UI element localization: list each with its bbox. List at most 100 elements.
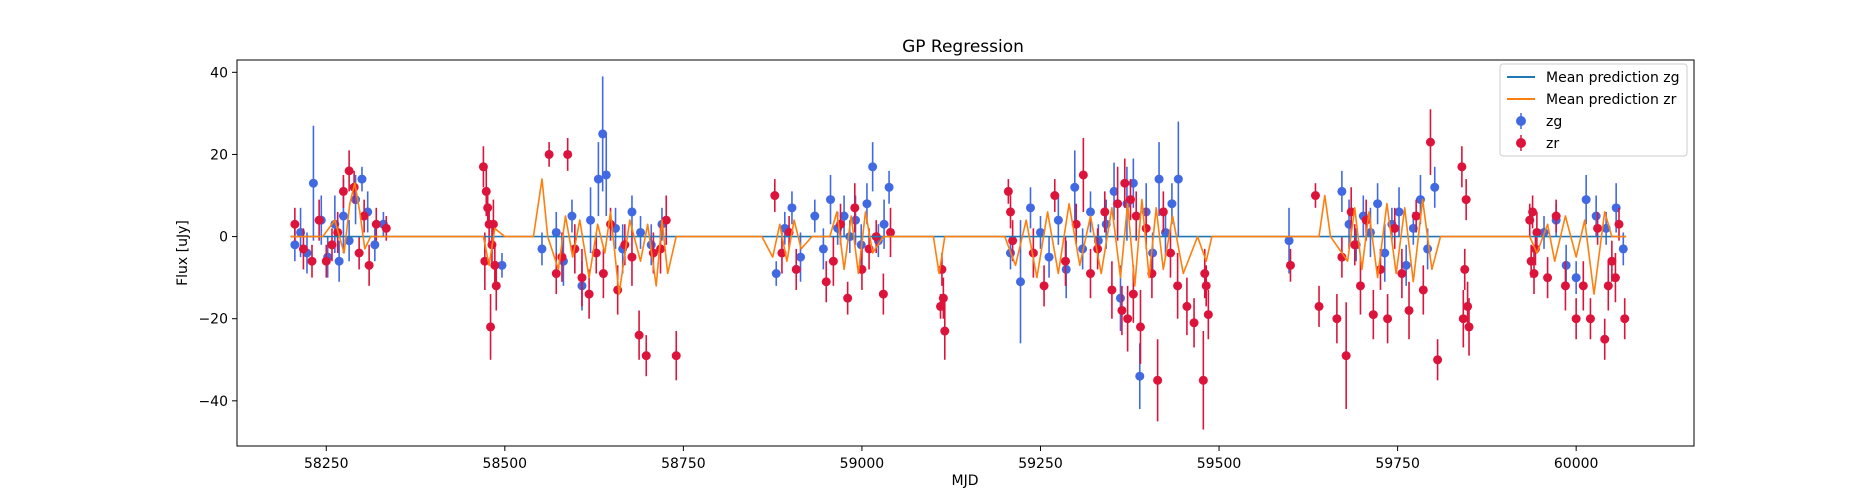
legend-item-zr-mean: Mean prediction zr [1546,92,1677,108]
zr-point [1153,375,1163,385]
zr-point [491,281,501,291]
zg-point [1581,195,1591,205]
y-tick-label: 20 [210,147,228,163]
zg-point [290,240,300,250]
x-tick-label: 58250 [304,456,349,472]
legend-item-zg: zg [1546,114,1562,130]
zr-point [1332,314,1342,324]
zg-point [1401,260,1411,270]
zr-point [1368,310,1378,320]
zg-point [771,269,781,279]
zg-point [1085,207,1095,217]
zg-point [884,182,894,192]
plot-area [290,76,1630,430]
zr-point [641,351,651,361]
zr-point [1607,256,1617,266]
zr-point [1131,211,1141,221]
zg-point [1053,215,1063,225]
zg-point [862,199,872,209]
zr-point [1165,248,1175,258]
x-tick-label: 59500 [1197,456,1242,472]
zr-point [1085,269,1095,279]
zr-point [1123,314,1133,324]
x-tick-label: 58750 [661,456,706,472]
zg-point [1044,252,1054,262]
x-axis-label: MJD [952,473,979,489]
legend-box [1499,63,1688,157]
chart-title: GP Regression [902,37,1024,57]
zg-point [1135,371,1145,381]
zr-point [1128,289,1138,299]
zr-point [563,149,573,159]
zr-point [656,244,666,254]
zr-point [321,256,331,266]
x-tick-label: 59000 [840,456,885,472]
zr-point [1350,240,1360,250]
zr-point [1203,310,1213,320]
zr-point [1135,322,1145,332]
zr-point [1560,281,1570,291]
zr-point [371,219,381,229]
zr-point [364,260,374,270]
zg-point [308,178,318,188]
zr-point [1310,191,1320,201]
zg-point [868,162,878,172]
zr-point [1113,199,1123,209]
zg-point [601,170,611,180]
zr-point [1039,281,1049,291]
zr-point [359,211,369,221]
zr-point [298,244,308,254]
zr-point [1125,195,1135,205]
y-tick-label: −20 [198,312,228,328]
zg-point [551,227,561,237]
zr-point [1078,170,1088,180]
zr-point [314,215,324,225]
y-tick-label: −40 [198,394,228,410]
zg-point [879,219,889,229]
zr-point [634,330,644,340]
legend-zr-marker [1516,138,1526,148]
y-tick-label: 0 [219,230,228,246]
zr-point [1003,186,1013,196]
zr-point [307,256,317,266]
zr-point [671,351,681,361]
zr-point [1532,227,1542,237]
zg-point [1394,207,1404,217]
zr-point [1198,375,1208,385]
zr-point [486,322,496,332]
zg-point [787,203,797,213]
zr-point [1571,314,1581,324]
zg-point [537,244,547,254]
zr-point [490,260,500,270]
zg-point [593,174,603,184]
zr-point [606,219,616,229]
zg-point [344,236,354,246]
zr-point [1383,314,1393,324]
zg-point [636,227,646,237]
zg-point [627,207,637,217]
zr-point [1528,207,1538,217]
zg-point [1284,236,1294,246]
zr-point [1433,355,1443,365]
y-axis-label: Flux [uJy] [175,220,191,286]
plot-frame [236,59,1695,447]
y-axis: −40 −20 0 20 40 [198,65,237,410]
zg-point [357,174,367,184]
zr-point [1603,281,1613,291]
zr-point [850,203,860,213]
zg-point [598,129,608,139]
zr-point [843,293,853,303]
zg-point [1115,293,1125,303]
legend-zg-marker [1516,116,1526,126]
zr-point [1071,219,1081,229]
zr-point [627,252,637,262]
zr-point [1463,301,1473,311]
zr-point [354,248,364,258]
zr-point [1600,334,1610,344]
zr-point [1614,219,1624,229]
zr-point [1100,207,1110,217]
zr-point [1341,351,1351,361]
zg-point [567,211,577,221]
zr-point [1107,285,1117,295]
